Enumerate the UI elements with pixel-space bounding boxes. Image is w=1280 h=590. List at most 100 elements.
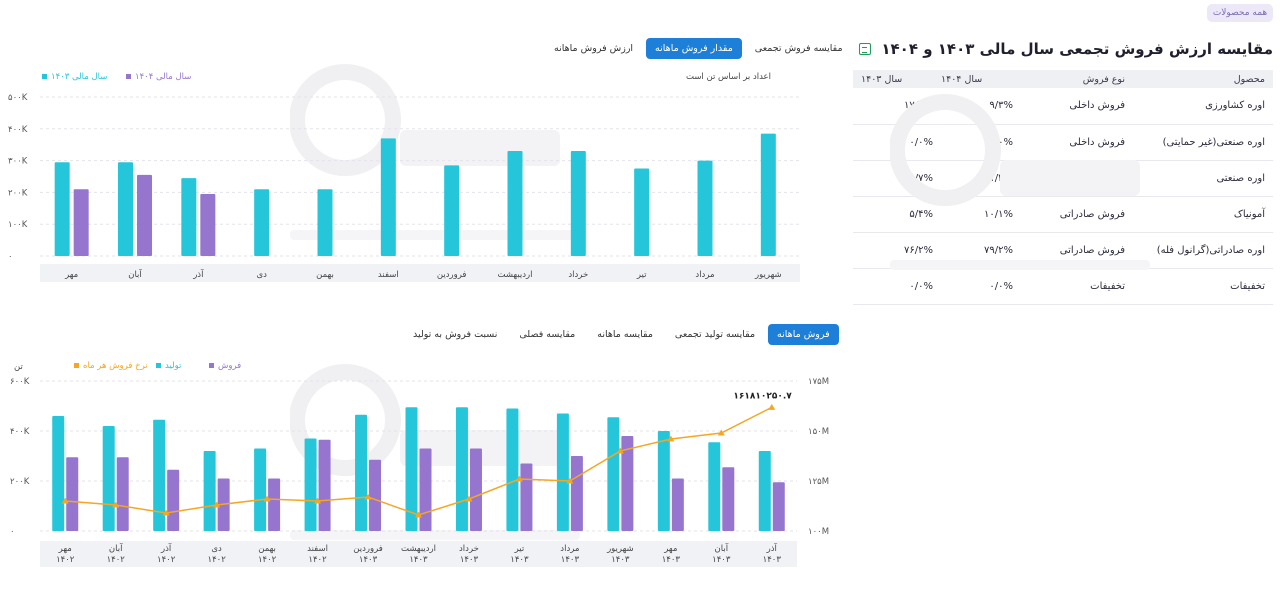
x-tick-year: ۱۴۰۲ bbox=[258, 555, 277, 565]
bar-production[interactable] bbox=[455, 407, 468, 531]
table-header-row: محصول نوع فروش سال ۱۴۰۴ سال ۱۴۰۳ bbox=[853, 70, 1273, 88]
x-tick-year: ۱۴۰۳ bbox=[510, 555, 529, 565]
legend-label[interactable]: سال مالی ۱۴۰۴ bbox=[135, 72, 191, 82]
bar-production[interactable] bbox=[254, 448, 267, 532]
bar-production[interactable] bbox=[758, 451, 771, 531]
bar-1403[interactable] bbox=[118, 162, 133, 256]
price-point[interactable] bbox=[616, 447, 624, 454]
bar-production[interactable] bbox=[506, 408, 519, 532]
bar-1403[interactable] bbox=[54, 162, 70, 256]
bar-sales[interactable] bbox=[772, 482, 785, 531]
bottom-chart-tab[interactable]: نسبت فروش به تولید bbox=[413, 329, 498, 340]
bar-sales[interactable] bbox=[369, 459, 382, 531]
bar-sales[interactable] bbox=[116, 457, 129, 531]
bar-production[interactable] bbox=[607, 417, 620, 531]
bar-1403[interactable] bbox=[697, 160, 713, 256]
bar-sales[interactable] bbox=[621, 436, 634, 531]
bar-production[interactable] bbox=[203, 451, 216, 531]
price-point[interactable] bbox=[515, 475, 523, 482]
header-product: محصول bbox=[1133, 70, 1273, 88]
x-tick-month: آذر bbox=[160, 542, 172, 554]
year-1403-cell: ۵/۴% bbox=[853, 196, 933, 233]
bottom-chart-tab[interactable]: مقایسه تولید تجمعی bbox=[674, 329, 756, 340]
sale-type-cell: تخفیفات bbox=[1013, 268, 1133, 305]
price-point[interactable] bbox=[465, 495, 473, 502]
bar-1403[interactable] bbox=[181, 178, 197, 256]
price-point[interactable] bbox=[415, 511, 422, 518]
year-1404-cell: ۱۰/۱% bbox=[933, 196, 1013, 233]
product-cell: اوره صادراتی(گرانول فله) bbox=[1133, 232, 1273, 269]
y-left-tick-label: ۴۰۰K bbox=[10, 427, 30, 437]
bar-production[interactable] bbox=[556, 413, 569, 532]
legend-label[interactable]: سال مالی ۱۴۰۳ bbox=[51, 72, 107, 82]
bar-sales[interactable] bbox=[167, 469, 180, 531]
bar-1403[interactable] bbox=[760, 133, 776, 256]
bottom-chart-tab[interactable]: فروش ماهانه bbox=[768, 324, 839, 345]
x-tick-month: مهر bbox=[58, 544, 72, 554]
legend-label[interactable]: فروش bbox=[218, 361, 241, 371]
bar-sales[interactable] bbox=[318, 439, 331, 531]
bar-production[interactable] bbox=[304, 438, 317, 532]
bar-production[interactable] bbox=[355, 414, 368, 531]
price-point[interactable] bbox=[61, 497, 69, 504]
bar-1403[interactable] bbox=[444, 165, 460, 256]
bar-sales[interactable] bbox=[570, 456, 583, 531]
all-products-badge[interactable]: همه محصولات bbox=[1207, 4, 1273, 22]
x-tick-month: خرداد bbox=[459, 544, 479, 554]
bar-1404[interactable] bbox=[200, 193, 216, 256]
price-point[interactable] bbox=[364, 493, 372, 500]
top-chart-tab[interactable]: ارزش فروش ماهانه bbox=[554, 43, 634, 54]
legend-swatch bbox=[126, 74, 131, 79]
monthly-sales-production-chart: تن فروش تولید نرخ فروش هر ماه ۰ ۲۰۰K ۴۰۰K ۶۰۰… bbox=[10, 361, 829, 567]
bar-1404[interactable] bbox=[73, 189, 89, 256]
legend-label[interactable]: نرخ فروش هر ماه bbox=[83, 361, 148, 371]
bar-1403[interactable] bbox=[380, 138, 396, 256]
table-row: تخفیفات تخفیفات ۰/۰% ۰/۰% bbox=[853, 268, 1273, 305]
bar-1403[interactable] bbox=[254, 189, 270, 256]
x-tick-year: ۱۴۰۲ bbox=[308, 555, 327, 565]
excel-export-icon[interactable] bbox=[859, 43, 871, 55]
bar-sales[interactable] bbox=[66, 457, 79, 531]
product-cell: اوره صنعتی bbox=[1133, 160, 1273, 197]
price-annotation: ۱۶۱۸۱۰۲۵۰.۷ bbox=[733, 391, 792, 401]
bar-production[interactable] bbox=[657, 431, 670, 531]
price-point[interactable] bbox=[768, 403, 776, 410]
bar-production[interactable] bbox=[52, 416, 65, 531]
x-tick-year: ۱۴۰۲ bbox=[208, 555, 227, 565]
bar-1403[interactable] bbox=[317, 189, 333, 256]
year-1404-cell: ۷۹/۲% bbox=[933, 232, 1013, 269]
bar-production[interactable] bbox=[708, 442, 721, 531]
x-tick-month: شهریور bbox=[606, 544, 634, 554]
bar-1403[interactable] bbox=[570, 151, 586, 256]
price-point[interactable] bbox=[213, 501, 221, 508]
year-1403-cell: ۰/۷% bbox=[853, 160, 933, 197]
x-axis-band bbox=[40, 264, 800, 282]
bar-production[interactable] bbox=[102, 426, 115, 531]
price-point[interactable] bbox=[667, 435, 675, 442]
bar-sales[interactable] bbox=[419, 448, 432, 532]
legend-label[interactable]: تولید bbox=[165, 361, 182, 371]
bar-production[interactable] bbox=[405, 407, 418, 531]
bar-1404[interactable] bbox=[137, 174, 152, 256]
bar-1403[interactable] bbox=[634, 168, 650, 256]
bar-sales[interactable] bbox=[268, 478, 281, 532]
chart-subtitle: اعداد بر اساس تن است bbox=[686, 72, 771, 82]
bar-sales[interactable] bbox=[469, 448, 482, 532]
bar-1403[interactable] bbox=[507, 151, 523, 256]
bottom-chart-tab[interactable]: مقایسه ماهانه bbox=[597, 329, 653, 340]
price-point[interactable] bbox=[162, 509, 170, 516]
price-point[interactable] bbox=[112, 501, 120, 508]
bar-sales[interactable] bbox=[722, 467, 735, 531]
bar-sales[interactable] bbox=[671, 478, 684, 532]
y-left-tick-label: ۲۰۰K bbox=[10, 477, 30, 487]
price-point[interactable] bbox=[566, 477, 574, 484]
top-chart-tab[interactable]: مقدار فروش ماهانه bbox=[646, 38, 742, 59]
bar-sales[interactable] bbox=[520, 463, 533, 532]
bottom-chart-tab[interactable]: مقایسه فصلی bbox=[519, 329, 576, 340]
price-point[interactable] bbox=[717, 429, 725, 436]
product-cell: آمونیاک bbox=[1133, 196, 1273, 233]
price-point[interactable] bbox=[263, 495, 271, 502]
price-point[interactable] bbox=[314, 497, 322, 504]
bar-production[interactable] bbox=[153, 419, 166, 531]
top-chart-tab[interactable]: مقایسه فروش تجمعی bbox=[754, 43, 843, 54]
